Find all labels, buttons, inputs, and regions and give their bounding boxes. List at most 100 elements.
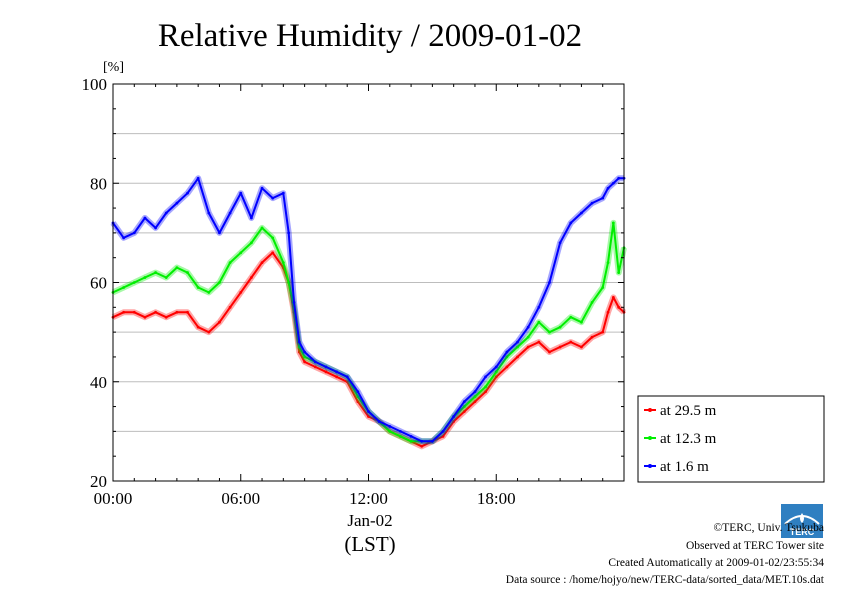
data-point bbox=[249, 241, 253, 245]
data-point bbox=[271, 196, 275, 200]
data-point bbox=[186, 191, 189, 195]
data-point bbox=[196, 325, 200, 329]
data-point bbox=[611, 295, 615, 299]
data-point bbox=[377, 420, 381, 423]
data-point bbox=[228, 305, 232, 309]
data-point bbox=[228, 261, 232, 265]
data-point bbox=[590, 300, 594, 304]
data-point bbox=[154, 310, 157, 314]
data-point bbox=[590, 201, 594, 205]
data-point bbox=[249, 276, 253, 279]
data-point bbox=[122, 286, 126, 289]
data-point bbox=[175, 201, 179, 205]
legend: at 29.5 m at 12.3 m at 1.6 m bbox=[637, 395, 825, 483]
data-point bbox=[345, 380, 349, 384]
data-point bbox=[164, 276, 168, 279]
data-point bbox=[617, 305, 621, 309]
data-point bbox=[484, 390, 488, 394]
data-point bbox=[207, 211, 211, 215]
data-point bbox=[537, 340, 541, 344]
data-point bbox=[143, 315, 147, 319]
data-point bbox=[548, 281, 551, 284]
data-point bbox=[239, 291, 243, 294]
data-point bbox=[558, 241, 562, 245]
data-point bbox=[313, 365, 317, 369]
data-point bbox=[590, 335, 594, 339]
data-point bbox=[399, 429, 402, 433]
data-point bbox=[484, 375, 488, 379]
data-point bbox=[473, 400, 477, 403]
data-point bbox=[287, 281, 291, 284]
y-tick-label: 20 bbox=[90, 472, 107, 491]
data-point bbox=[356, 390, 360, 394]
data-point bbox=[218, 320, 221, 324]
data-point bbox=[601, 286, 605, 289]
data-point bbox=[207, 291, 211, 294]
data-point bbox=[196, 286, 200, 289]
data-point bbox=[186, 271, 189, 274]
data-point bbox=[601, 330, 605, 334]
data-point bbox=[526, 345, 530, 349]
data-point bbox=[228, 211, 232, 215]
x-timezone-label: (LST) bbox=[344, 532, 395, 556]
data-point bbox=[356, 395, 360, 399]
x-tick-label: 18:00 bbox=[477, 489, 516, 508]
data-point bbox=[473, 395, 477, 399]
data-point bbox=[239, 191, 243, 195]
data-point bbox=[132, 310, 136, 314]
legend-label: at 29.5 m bbox=[660, 403, 717, 419]
data-point bbox=[207, 330, 211, 334]
data-point bbox=[409, 439, 413, 443]
data-point bbox=[303, 355, 307, 359]
data-point bbox=[558, 325, 562, 329]
data-point bbox=[452, 415, 456, 418]
data-point bbox=[409, 434, 413, 438]
data-point bbox=[580, 211, 583, 215]
data-point bbox=[516, 355, 519, 359]
y-tick-label: 80 bbox=[90, 174, 107, 193]
data-point bbox=[260, 226, 264, 230]
legend-marker bbox=[648, 408, 652, 412]
data-point bbox=[516, 345, 519, 349]
legend-label: at 1.6 m bbox=[660, 459, 709, 475]
data-point bbox=[345, 375, 349, 379]
data-point bbox=[441, 434, 445, 438]
data-point bbox=[526, 325, 530, 329]
data-point bbox=[611, 181, 615, 185]
data-point bbox=[430, 439, 434, 443]
data-point bbox=[287, 231, 291, 235]
data-point bbox=[313, 360, 317, 364]
data-point bbox=[462, 405, 466, 408]
logo-text: TERC bbox=[790, 527, 815, 537]
grid-lines bbox=[113, 133, 624, 432]
data-point bbox=[260, 261, 264, 265]
data-point bbox=[505, 350, 509, 354]
y-tick-label: 100 bbox=[82, 75, 108, 94]
data-point bbox=[271, 251, 275, 255]
data-point bbox=[271, 236, 275, 240]
data-point bbox=[516, 340, 519, 344]
x-date-label: Jan-02 bbox=[347, 511, 392, 530]
data-point bbox=[606, 186, 610, 190]
data-point bbox=[175, 310, 179, 314]
y-unit-label: [%] bbox=[103, 60, 124, 75]
data-point bbox=[122, 310, 126, 314]
data-point bbox=[297, 350, 301, 354]
data-point bbox=[580, 320, 583, 324]
data-point bbox=[441, 429, 445, 433]
data-point bbox=[606, 261, 610, 265]
data-point bbox=[324, 365, 328, 369]
data-point bbox=[297, 345, 301, 349]
data-point bbox=[164, 211, 168, 215]
y-tick-label: 40 bbox=[90, 373, 107, 392]
data-point bbox=[399, 434, 402, 438]
data-point bbox=[494, 370, 498, 374]
data-point bbox=[249, 216, 253, 220]
series-line bbox=[112, 177, 624, 443]
credit-copyright: ©TERC, Univ. Tsukuba bbox=[713, 522, 824, 534]
data-point bbox=[281, 191, 285, 195]
data-point bbox=[420, 444, 424, 448]
series-layer bbox=[110, 175, 627, 450]
data-point bbox=[260, 186, 264, 190]
data-point bbox=[297, 340, 301, 344]
